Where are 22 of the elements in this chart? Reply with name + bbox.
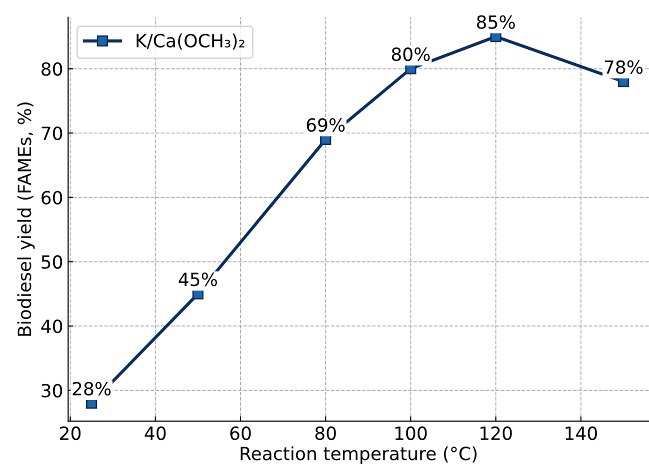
data-label: 80%	[392, 47, 430, 62]
x-axis-title: Reaction temperature (°C)	[240, 446, 477, 464]
x-tick-label: 60	[230, 426, 251, 440]
legend-label: K/Ca(OCH₃)₂	[136, 34, 244, 50]
data-label: 78%	[604, 60, 643, 74]
y-tick-label: 40	[41, 319, 62, 334]
y-tick-label: 60	[42, 190, 62, 205]
y-axis-title: Biodiesel yield (FAMEs, %)	[17, 102, 35, 336]
data-label: 69%	[306, 118, 345, 132]
x-tick-label: 140	[566, 426, 597, 440]
y-tick-label: 70	[42, 126, 62, 140]
data-label: 45%	[178, 272, 217, 286]
y-tick-label: 50	[42, 255, 62, 269]
y-tick-label: 80	[42, 62, 62, 76]
data-label: 28%	[72, 382, 111, 396]
x-tick-label: 120	[480, 426, 512, 440]
x-tick-label: 40	[144, 426, 166, 440]
data-label: 85%	[476, 15, 515, 29]
y-tick-label: 30	[42, 384, 62, 398]
x-tick-label: 80	[315, 426, 336, 440]
x-tick-label: 20	[60, 426, 81, 440]
x-tick-label: 100	[395, 426, 427, 440]
